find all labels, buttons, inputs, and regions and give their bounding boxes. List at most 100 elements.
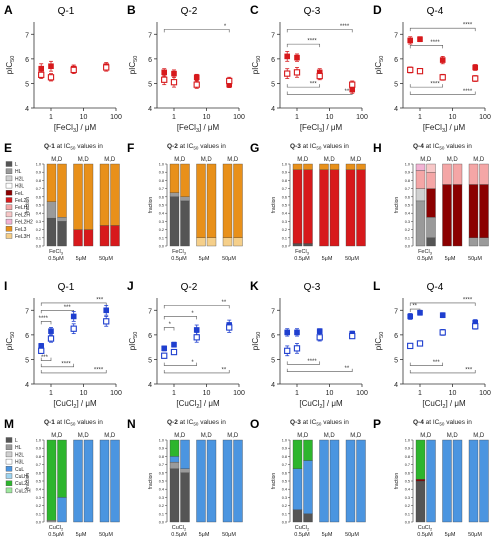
data-point-open: [439, 74, 446, 81]
bar-segment: [169, 468, 180, 523]
y-axis-label: fraction: [394, 197, 400, 214]
data-point-open: [293, 69, 301, 76]
x-group-label: CuCl2: [49, 525, 64, 532]
bar-segment: [452, 439, 463, 523]
y-tick-label: 0.6: [36, 471, 41, 475]
bar-segment: [442, 184, 452, 247]
group-md-label: M,D: [201, 157, 213, 163]
y-axis-label: fraction: [25, 473, 31, 490]
y-tick-label: 0.1: [405, 512, 410, 516]
significance-bracket: [40, 357, 52, 361]
y-tick-label: 0.0: [282, 245, 287, 249]
y-tick-label: 0.3: [282, 220, 287, 224]
y-tick-label: 7: [148, 32, 152, 39]
bar-segment: [99, 439, 110, 523]
group-md-label: M,D: [297, 157, 309, 163]
x-group-label: CuCl2: [172, 525, 187, 532]
bar-panel-H: H Q-4 at IC50 values in 1.0 0.9 0.8 0.7 0.6 0.5…: [373, 141, 489, 262]
y-tick-label: 5: [271, 81, 275, 88]
y-tick-label: 0.6: [282, 195, 287, 199]
bar-segment: [180, 196, 190, 202]
significance-label: *: [191, 311, 194, 317]
legend-swatch: [5, 451, 13, 458]
x-group-label: 5μM: [322, 256, 333, 262]
y-tick-label: 0.7: [159, 187, 164, 191]
y-tick-label: 0.1: [159, 512, 164, 516]
y-tick-label: 5: [25, 81, 29, 88]
legend-label: FeL3: [15, 227, 27, 233]
y-tick-label: 0.0: [36, 245, 41, 249]
group-md-label: M,D: [104, 157, 116, 163]
y-tick-label: 1.0: [159, 439, 164, 443]
y-tick-label: 4: [394, 382, 398, 389]
y-tick-label: 0.2: [405, 228, 410, 232]
panel-letter: M: [4, 417, 14, 431]
data-point-filled: [161, 69, 168, 76]
y-tick-label: 0.8: [159, 179, 164, 183]
y-axis-label: fraction: [271, 197, 277, 214]
data-point-open: [293, 345, 301, 352]
legend-label: H3L: [15, 184, 24, 190]
y-tick-label: 0.6: [159, 471, 164, 475]
group-md-label: M,D: [201, 433, 213, 439]
significance-bracket: [286, 43, 321, 48]
y-tick-label: 0.7: [405, 187, 410, 191]
significance-label: ***: [433, 360, 441, 366]
bar-segment: [169, 196, 180, 247]
x-tick-label: 1: [172, 390, 176, 397]
legend-swatch: [5, 182, 13, 189]
group-md-label: M,D: [174, 433, 186, 439]
bar-segment: [303, 169, 313, 244]
scatter-panel-A: A Q-1 7 6 5 4 1 10 100 [FeCl3] / μM pIC50: [4, 3, 122, 134]
y-axis-label: fraction: [394, 473, 400, 490]
data-point-open: [349, 332, 356, 340]
bar-segment: [196, 237, 206, 247]
bar-segment: [452, 163, 463, 185]
y-tick-label: 0.1: [282, 512, 287, 516]
significance-bracket: [286, 29, 353, 33]
significance-label: **: [412, 304, 417, 310]
x-group-label: CuCl2: [295, 525, 310, 532]
y-tick-label: 0.9: [405, 171, 410, 175]
significance-bracket: [163, 316, 198, 320]
panel-title: Q-1: [58, 282, 75, 293]
y-axis-label: fraction: [148, 473, 154, 490]
data-point-open: [316, 72, 323, 80]
x-tick-label: 100: [110, 114, 122, 121]
legend-swatch: [5, 168, 13, 174]
y-tick-label: 0.2: [36, 504, 41, 508]
bar-segment: [169, 456, 180, 463]
bar-segment: [46, 201, 57, 219]
data-point-open: [161, 352, 168, 359]
bar-segment: [303, 439, 313, 461]
bar-segment: [169, 461, 180, 469]
bar-segment: [57, 217, 67, 222]
panel-letter: G: [250, 141, 259, 155]
bar-segment: [468, 184, 479, 238]
panel-title: Q-3 at IC50 values in: [290, 419, 349, 427]
group-md-label: M,D: [473, 157, 485, 163]
panel-letter: J: [127, 279, 134, 293]
y-tick-label: 0.9: [36, 171, 41, 175]
bar-segment: [57, 163, 67, 218]
y-tick-label: 0.9: [36, 447, 41, 451]
bar-segment: [426, 163, 436, 173]
bar-segment: [46, 217, 57, 247]
y-tick-label: 0.8: [405, 179, 410, 183]
bar-segment: [479, 237, 489, 247]
panel-letter: F: [127, 141, 134, 155]
bar-segment: [180, 472, 190, 523]
bar-segment: [99, 163, 110, 226]
y-tick-label: 0.8: [282, 455, 287, 459]
significance-label: ****: [340, 24, 350, 30]
significance-label: ****: [94, 367, 104, 373]
y-tick-label: 0.1: [36, 512, 41, 516]
y-tick-label: 4: [148, 106, 152, 113]
data-point-filled: [417, 309, 423, 316]
significance-label: ***: [310, 82, 318, 88]
bar-segment: [415, 480, 426, 523]
data-point-open: [416, 67, 424, 75]
bar-segment: [468, 439, 479, 523]
